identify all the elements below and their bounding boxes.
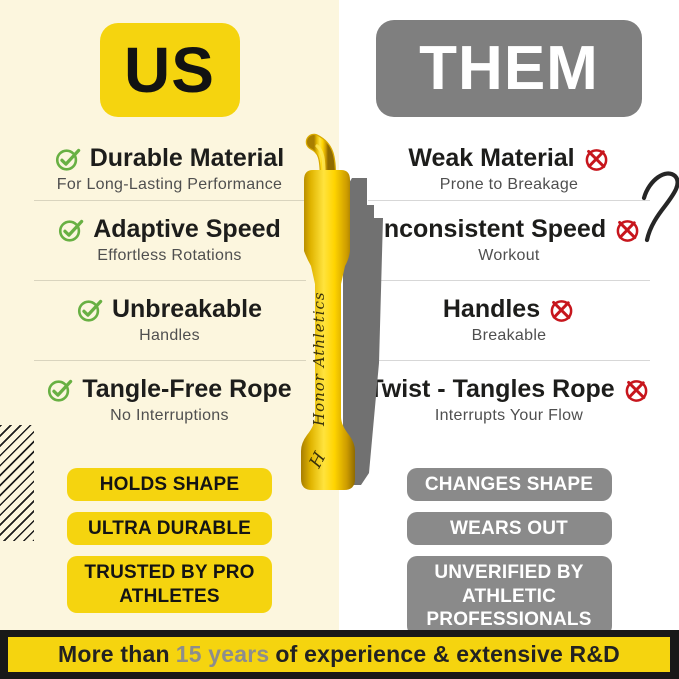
feature-tangle-free-rope: Tangle-Free Rope No Interruptions <box>0 361 339 440</box>
cross-icon <box>550 299 573 322</box>
row-divider <box>33 360 306 361</box>
them-feature-list: Weak Material Prone to Breakage Inconsis… <box>339 139 679 440</box>
footer-banner: More than 15 years of experience & exten… <box>8 637 670 672</box>
row-divider <box>33 280 306 281</box>
feature-weak-material: Weak Material Prone to Breakage <box>339 139 679 200</box>
feature-adaptive-speed: Adaptive Speed Effortless Rotations <box>0 201 339 280</box>
handle-body <box>301 170 355 490</box>
them-badge: THEM <box>376 20 642 117</box>
feature-twist-tangles-rope: Twist - Tangles Rope Interrupts Your Flo… <box>339 361 679 440</box>
feature-subtitle: Breakable <box>471 326 547 344</box>
check-icon <box>59 219 84 242</box>
pill-wears-out: WEARS OUT <box>406 512 612 546</box>
feature-subtitle: Workout <box>478 246 540 264</box>
cross-icon <box>585 148 608 171</box>
them-panel: THEM Weak Material Prone to Breakage <box>339 0 679 679</box>
feature-title: Handles <box>442 295 541 324</box>
feature-title: Unbreakable <box>111 295 263 324</box>
feature-subtitle: Effortless Rotations <box>97 246 242 264</box>
feature-title: Twist - Tangles Rope <box>368 375 615 404</box>
feature-title: Adaptive Speed <box>93 215 281 244</box>
pill-holds-shape: HOLDS SHAPE <box>67 468 272 502</box>
feature-subtitle: Prone to Breakage <box>439 175 579 193</box>
check-icon <box>48 379 73 402</box>
jump-rope-handle-image: Honor Athletics H <box>301 133 383 490</box>
feature-title-row: Weak Material <box>408 145 609 173</box>
handle-shadow <box>343 178 383 485</box>
them-pill-list: CHANGES SHAPE WEARS OUT UNVERIFIED BY AT… <box>406 468 612 636</box>
footer-bar: More than 15 years of experience & exten… <box>0 630 679 679</box>
check-icon <box>55 148 80 171</box>
feature-subtitle: Interrupts Your Flow <box>434 406 584 424</box>
feature-title: Inconsistent Speed <box>376 215 607 244</box>
footer-text-highlight: 15 years <box>175 641 270 667</box>
feature-title-row: Inconsistent Speed <box>377 216 641 244</box>
feature-title-row: Twist - Tangles Rope <box>368 376 649 404</box>
feature-handles-breakable: Handles Breakable <box>339 281 679 360</box>
row-divider <box>368 280 650 281</box>
feature-title-row: Adaptive Speed <box>58 216 281 244</box>
pill-changes-shape: CHANGES SHAPE <box>406 468 612 502</box>
feature-subtitle: No Interruptions <box>110 406 229 424</box>
feature-title: Tangle-Free Rope <box>82 375 292 404</box>
us-feature-list: Durable Material For Long-Lasting Perfor… <box>0 139 339 440</box>
cross-icon <box>625 379 648 402</box>
feature-title-row: Durable Material <box>55 144 285 173</box>
pill-unverified: UNVERIFIED BY ATHLETIC PROFESSIONALS <box>406 556 612 636</box>
pill-trusted-by-pro-athletes: TRUSTED BY PRO ATHLETES <box>67 556 272 613</box>
footer-text-prefix: More than <box>58 641 170 667</box>
feature-title-row: Tangle-Free Rope <box>47 375 292 404</box>
row-divider <box>368 360 650 361</box>
feature-subtitle: Handles <box>139 326 200 344</box>
us-badge: US <box>99 23 240 117</box>
feature-durable-material: Durable Material For Long-Lasting Perfor… <box>0 139 339 200</box>
feature-subtitle: For Long-Lasting Performance <box>56 175 283 193</box>
row-divider <box>368 200 650 201</box>
cross-icon <box>616 219 639 242</box>
pill-ultra-durable: ULTRA DURABLE <box>67 512 272 546</box>
footer-text-suffix: of experience & extensive R&D <box>275 641 620 667</box>
feature-unbreakable: Unbreakable Handles <box>0 281 339 360</box>
row-divider <box>33 200 306 201</box>
feature-title-row: Unbreakable <box>77 296 262 324</box>
check-icon <box>77 299 103 322</box>
feature-title: Durable Material <box>89 144 285 173</box>
feature-title: Weak Material <box>408 144 575 173</box>
feature-title-row: Handles <box>443 296 575 324</box>
us-pill-list: HOLDS SHAPE ULTRA DURABLE TRUSTED BY PRO… <box>67 468 272 613</box>
squiggle-decoration <box>641 171 679 243</box>
brand-script-text: Honor Athletics <box>310 291 328 427</box>
us-panel: US Durable Material For Long-Lasting Per… <box>0 0 339 679</box>
feature-inconsistent-speed: Inconsistent Speed Workout <box>339 201 679 280</box>
hatch-decoration <box>0 425 34 541</box>
